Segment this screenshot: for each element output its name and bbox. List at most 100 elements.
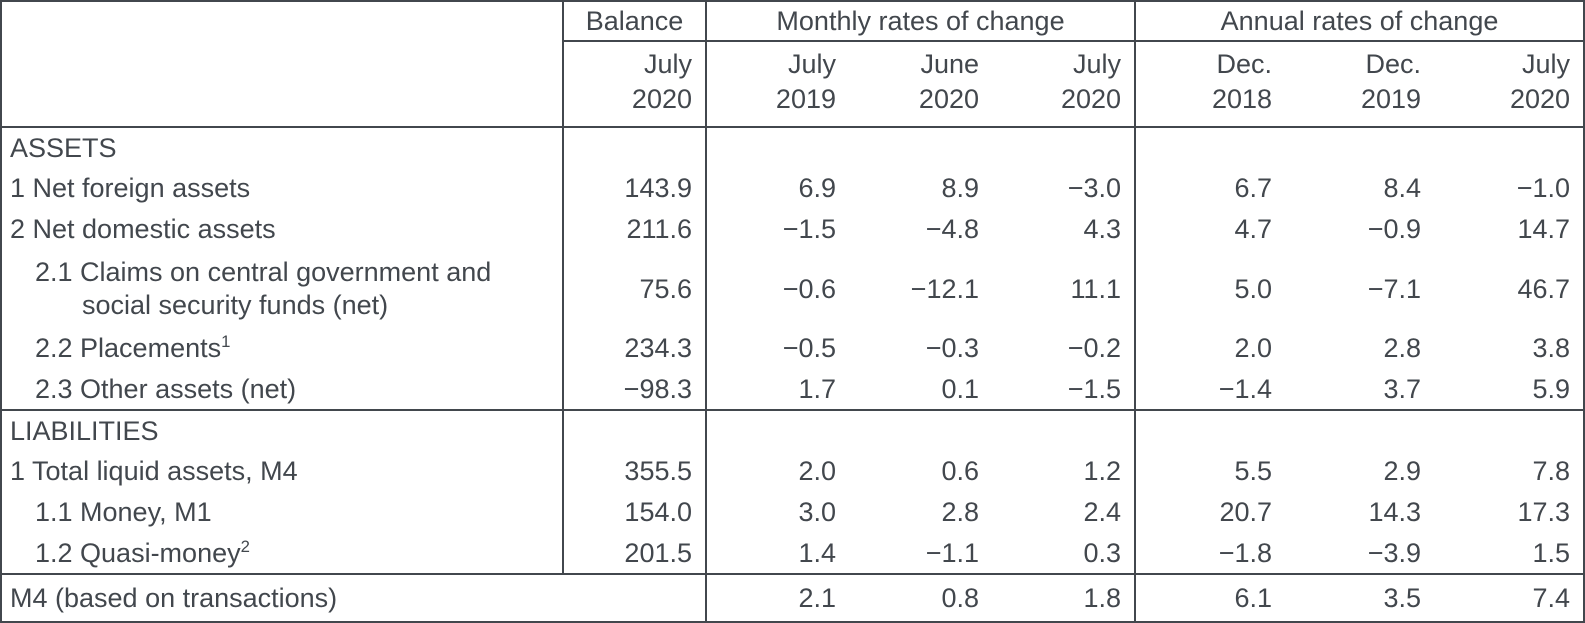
data-cell: 14.3 bbox=[1368, 497, 1422, 527]
table-row: 1.2 Quasi-money2 201.5 1.4 −1.1 0.3 −1.8 −3.9 1… bbox=[1, 533, 1584, 574]
data-cell: 0.3 bbox=[1083, 537, 1122, 568]
data-cell: 355.5 bbox=[562, 451, 706, 492]
data-cell bbox=[1134, 409, 1286, 451]
row-label: 2.1 Claims on central government and soci… bbox=[1, 250, 563, 328]
data-cell: 14.7 bbox=[1517, 214, 1571, 244]
data-cell: −1.8 bbox=[1134, 533, 1286, 574]
data-cell: 2.9 bbox=[1383, 456, 1422, 486]
data-cell: −1.1 bbox=[925, 537, 979, 568]
data-cell bbox=[705, 127, 849, 168]
data-cell: −12.1 bbox=[910, 273, 979, 304]
data-cell: 11.1 bbox=[1070, 273, 1122, 304]
data-cell bbox=[562, 409, 706, 451]
data-cell: −1.0 bbox=[1516, 173, 1571, 203]
table-row: 2.3 Other assets (net) −98.3 1.7 0.1 −1.5 −1.… bbox=[1, 369, 1584, 410]
data-cell: 5.9 bbox=[1532, 373, 1571, 404]
data-cell: 6.1 bbox=[1134, 573, 1286, 622]
data-cell: 154.0 bbox=[562, 492, 706, 533]
row-label: 1.1 Money, M1 bbox=[35, 497, 212, 527]
date-subheader: July 2020 bbox=[992, 41, 1136, 128]
footnote-marker: 2 bbox=[240, 536, 250, 556]
table-row: LIABILITIES bbox=[1, 409, 1585, 451]
data-cell: 1.4 bbox=[705, 533, 849, 574]
data-cell: −0.2 bbox=[1067, 333, 1122, 363]
date-year: 2020 bbox=[631, 84, 692, 114]
date-year: 2020 bbox=[918, 84, 979, 114]
row-label: M4 (based on transactions) bbox=[1, 573, 706, 622]
data-cell: 4.3 bbox=[1083, 214, 1122, 244]
data-cell bbox=[562, 127, 706, 168]
data-cell bbox=[705, 409, 849, 451]
data-cell: 6.9 bbox=[705, 168, 849, 209]
row-label: 1.2 Quasi-money2 bbox=[35, 536, 250, 568]
data-cell bbox=[1434, 409, 1585, 451]
date-subheader: July 2020 bbox=[562, 41, 706, 128]
date-year: 2018 bbox=[1211, 84, 1273, 114]
data-cell: −3.9 bbox=[1367, 537, 1422, 568]
data-cell: 8.9 bbox=[941, 173, 979, 203]
data-cell: −1.4 bbox=[1134, 369, 1286, 410]
data-cell: 211.6 bbox=[562, 209, 706, 250]
data-cell bbox=[1434, 127, 1584, 168]
table-row: ASSETS bbox=[1, 127, 1584, 168]
data-cell: 4.7 bbox=[1134, 209, 1286, 250]
data-cell: 0.1 bbox=[941, 373, 979, 404]
table-row: 2.2 Placements1 234.3 −0.5 −0.3 −0.2 2.0 2.8 3.… bbox=[1, 328, 1584, 369]
date-year: 2020 bbox=[1060, 84, 1122, 114]
date-subheader: Dec. 2018 bbox=[1134, 41, 1286, 128]
data-cell: 17.3 bbox=[1517, 497, 1571, 527]
date-year: 2019 bbox=[1360, 84, 1422, 114]
section-label: ASSETS bbox=[10, 132, 117, 163]
data-cell bbox=[992, 409, 1136, 451]
data-cell: 6.7 bbox=[1134, 168, 1286, 209]
data-cell: −1.5 bbox=[705, 209, 849, 250]
monthly-group-header: Monthly rates of change bbox=[704, 1, 1136, 42]
data-cell bbox=[1285, 409, 1435, 451]
data-cell: 75.6 bbox=[562, 250, 706, 328]
data-cell bbox=[992, 127, 1135, 168]
date-month: July bbox=[1073, 49, 1122, 79]
data-cell: 0.6 bbox=[941, 456, 979, 486]
date-month: July bbox=[643, 49, 692, 79]
table-header: Balance Monthly rates of change Annual r… bbox=[1, 1, 1585, 128]
table-row: 2 Net domestic assets 211.6 −1.5 −4.8 4.3 4.7… bbox=[1, 209, 1584, 250]
data-cell: 46.7 bbox=[1517, 273, 1571, 304]
date-month: July bbox=[787, 49, 836, 79]
data-cell bbox=[1134, 127, 1286, 168]
data-cell: 3.5 bbox=[1285, 573, 1435, 622]
data-cell: 201.5 bbox=[562, 533, 706, 574]
date-subheader: Dec. 2019 bbox=[1285, 41, 1435, 128]
row-label: 1 Net foreign assets bbox=[10, 173, 251, 203]
table-row: 2.1 Claims on central government and soci… bbox=[1, 250, 1584, 328]
date-month: June bbox=[920, 49, 979, 79]
data-cell: −3.0 bbox=[1067, 173, 1122, 203]
data-cell: 3.8 bbox=[1532, 333, 1571, 363]
data-cell: −98.3 bbox=[562, 369, 706, 410]
data-cell: 5.0 bbox=[1134, 250, 1286, 328]
data-cell: 2.8 bbox=[941, 497, 979, 527]
data-cell: 1.5 bbox=[1532, 537, 1571, 568]
data-cell: 2.4 bbox=[1083, 497, 1122, 527]
date-year: 2019 bbox=[775, 84, 836, 114]
row-label-line1: 2.1 Claims on central government and bbox=[35, 257, 492, 287]
data-cell bbox=[849, 409, 992, 451]
data-cell: 20.7 bbox=[1134, 492, 1286, 533]
data-cell: 234.3 bbox=[562, 328, 706, 369]
data-cell: −1.5 bbox=[1067, 373, 1122, 404]
table-row: 1 Net foreign assets 143.9 6.9 8.9 −3.0 6.7 8.… bbox=[1, 168, 1584, 209]
data-cell: 3.7 bbox=[1383, 373, 1422, 404]
data-cell: 7.4 bbox=[1434, 573, 1585, 622]
balance-group-header: Balance bbox=[562, 1, 706, 42]
row-label: 2.3 Other assets (net) bbox=[35, 373, 297, 404]
section-label: LIABILITIES bbox=[1, 409, 563, 451]
data-cell: −0.9 bbox=[1367, 214, 1422, 244]
data-cell: −0.5 bbox=[705, 328, 849, 369]
data-cell: 2.0 bbox=[1134, 328, 1286, 369]
data-cell: 5.5 bbox=[1134, 451, 1286, 492]
group-header-row: Balance Monthly rates of change Annual r… bbox=[1, 1, 1585, 128]
data-cell: 2.0 bbox=[705, 451, 849, 492]
data-cell: 8.4 bbox=[1383, 173, 1422, 203]
table-row: 1.1 Money, M1 154.0 3.0 2.8 2.4 20.7 14.3 17.3 bbox=[1, 492, 1584, 533]
data-cell: 2.8 bbox=[1383, 333, 1422, 363]
